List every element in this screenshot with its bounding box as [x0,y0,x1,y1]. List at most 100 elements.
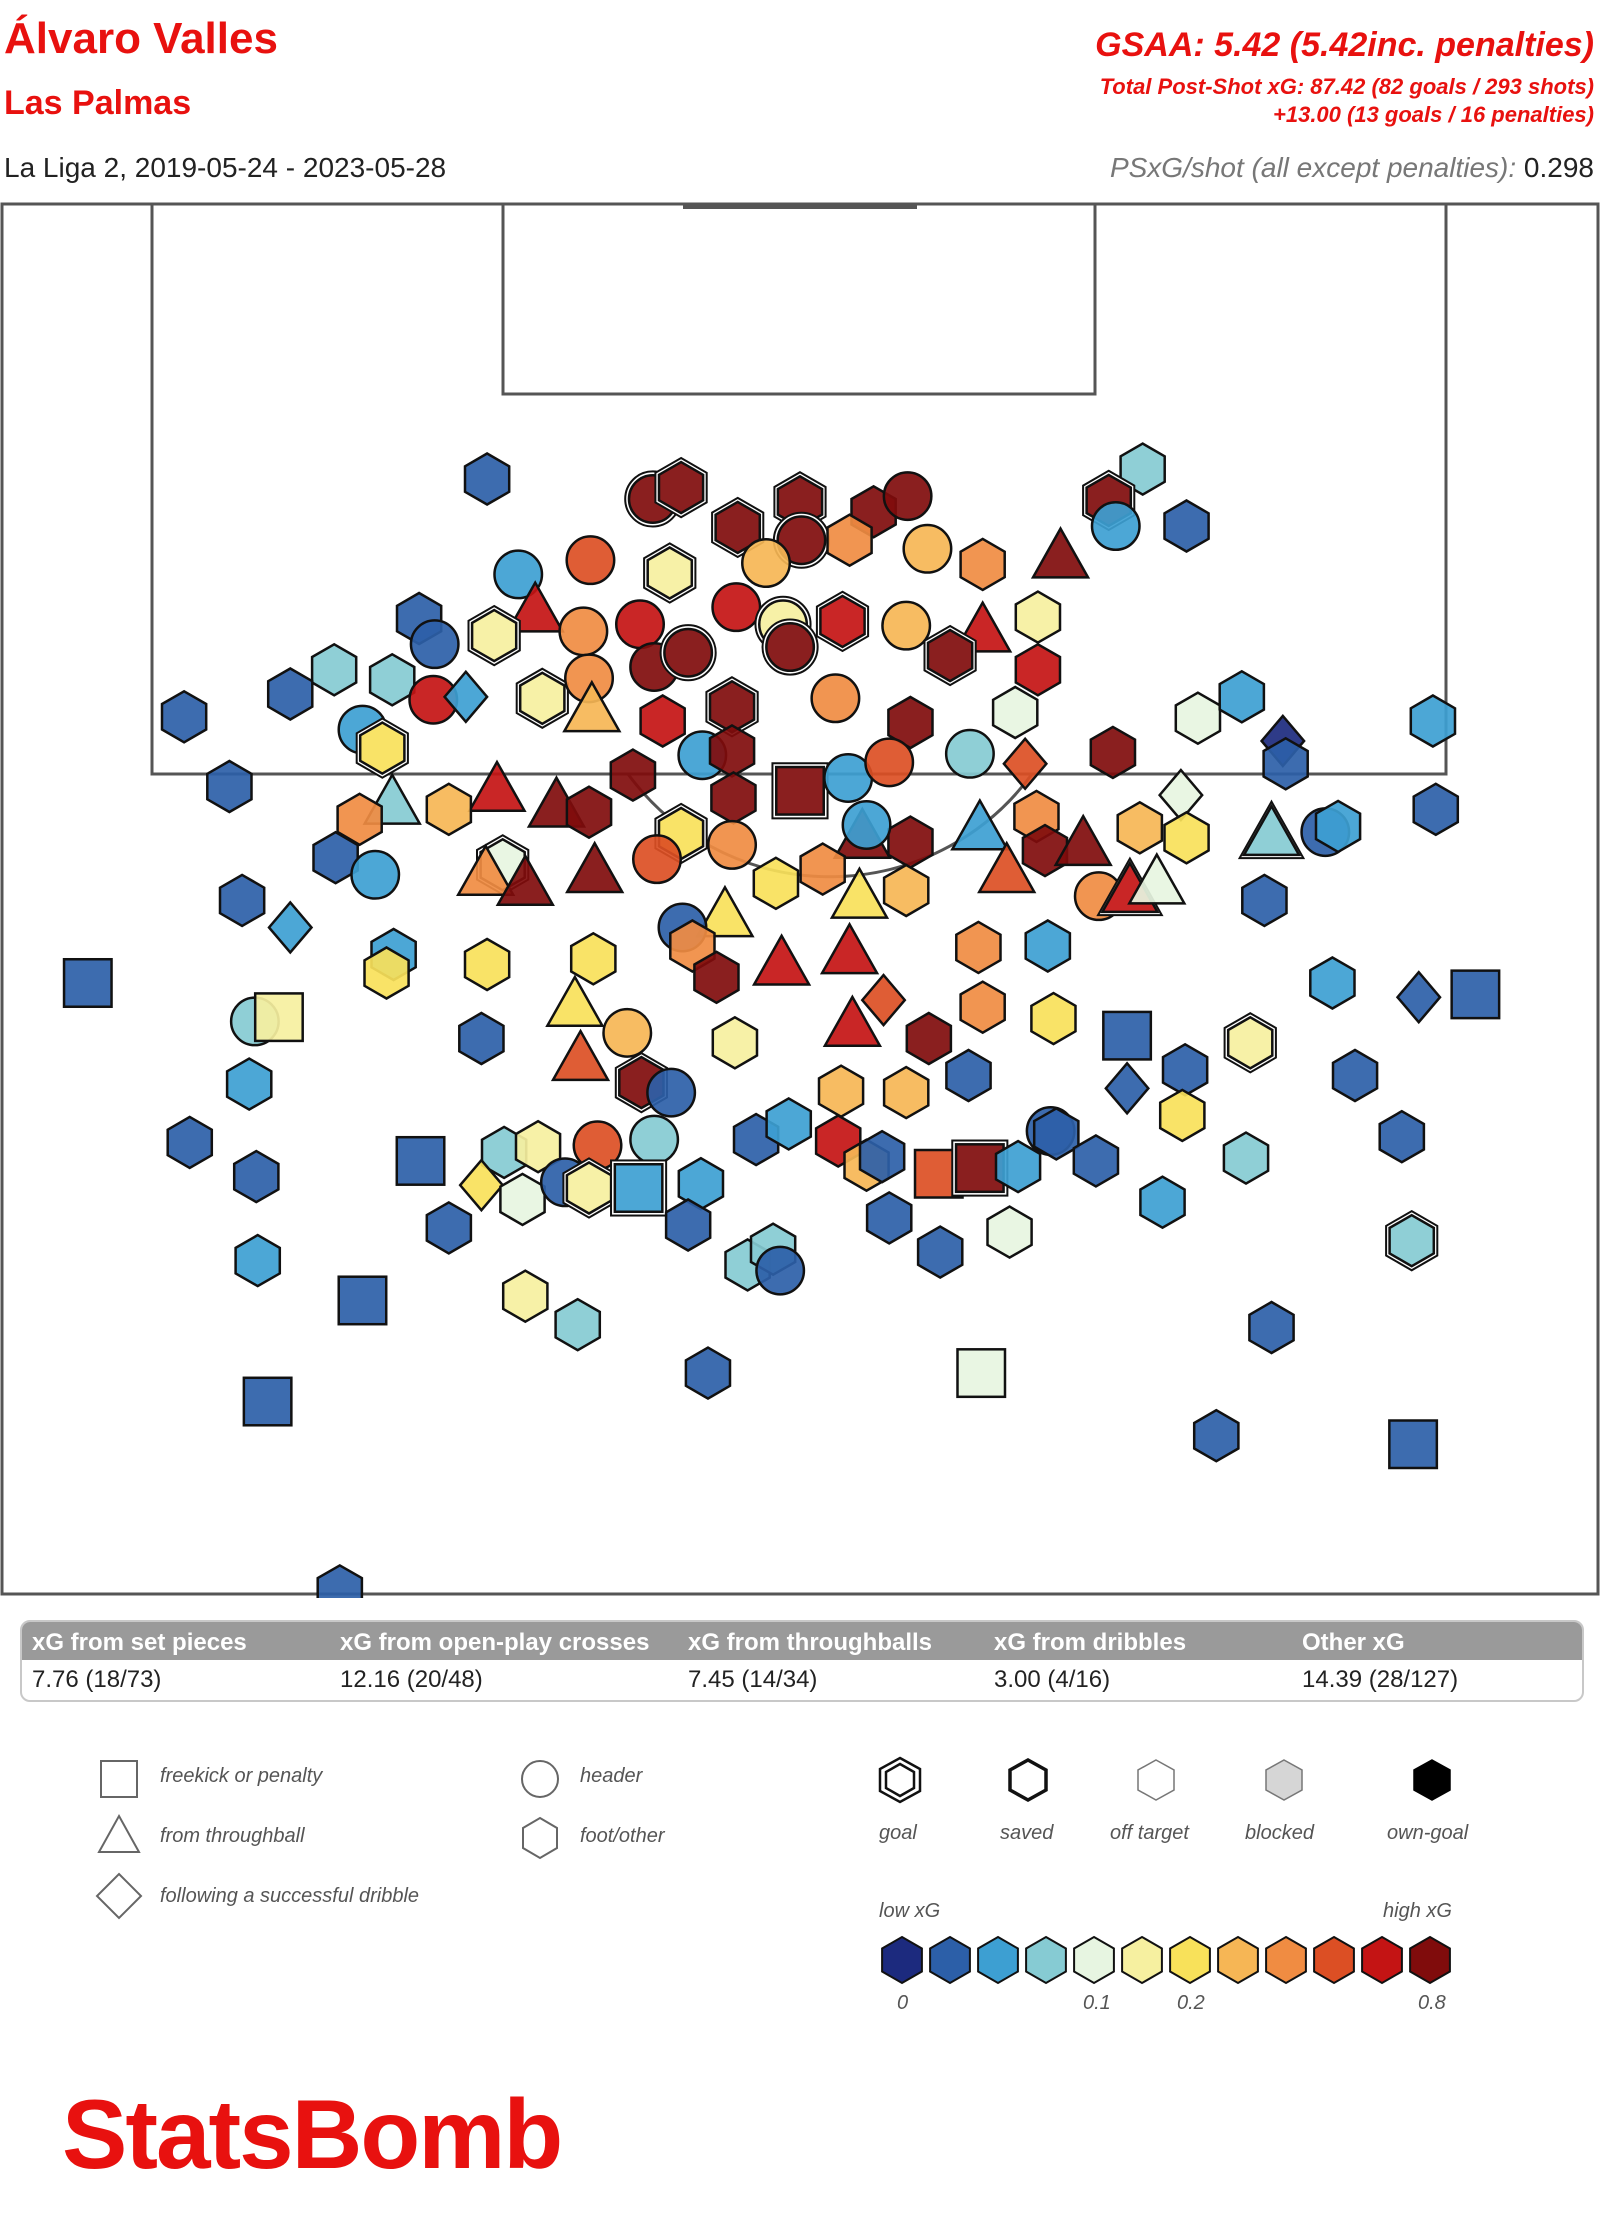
shot-marker [1222,1131,1270,1186]
shot-marker [253,992,304,1043]
shot-marker [493,549,544,600]
shot-marker [458,1011,505,1066]
shot-marker [881,600,932,651]
shot-marker [956,1348,1007,1399]
shot-marker [955,920,1002,975]
shot-marker [755,1245,806,1296]
shot-marker [1030,526,1091,579]
scale-swatch [929,1935,971,1985]
shot-marker [1241,873,1288,928]
shot-marker [977,840,1037,894]
shot-marker [1090,501,1141,552]
scale-swatch [1073,1935,1115,1985]
six-yard-box [501,202,1097,396]
xg-header-other: Other xG [1302,1629,1405,1656]
scale-tick-0-8: 0.8 [1418,1992,1446,2014]
shot-marker [1030,991,1077,1046]
shot-marker [562,1157,616,1219]
own-goal-hexagon-icon [1413,1759,1451,1801]
shot-marker [887,695,934,750]
shot-marker [499,1172,546,1227]
shot-marker [409,619,460,670]
xg-value-dribbles: 3.00 (4/16) [994,1666,1111,1693]
shot-marker [710,770,757,825]
shot-marker [363,946,410,1000]
shot-marker [860,973,907,1028]
shots [62,442,1501,1598]
shot-marker [631,834,682,885]
shot-marker [1116,800,1164,855]
shot-marker [902,523,953,574]
shot-marker [994,1139,1042,1194]
shot-marker [882,1065,930,1120]
shot-marker [959,537,1006,592]
shot-marker [232,1149,280,1204]
shot-marker [950,797,1010,851]
shot-marker [206,759,253,814]
shot-marker [711,582,762,633]
legend-label-freekick: freekick or penalty [160,1765,323,1787]
shot-marker [218,873,266,928]
circle-icon [521,1760,559,1798]
shot-marker [1262,736,1309,791]
xg-breakdown-table: xG from set pieces xG from open-play cro… [20,1620,1584,1702]
shot-marker [864,737,915,788]
shot-marker [316,1563,364,1598]
player-name: Álvaro Valles [4,14,278,63]
shot-marker [442,669,489,724]
legend-label-blocked: blocked [1245,1822,1314,1844]
shot-marker [1002,736,1049,791]
shot-marker [916,1225,964,1280]
scale-swatch [1409,1935,1451,1985]
shot-marker [425,1200,473,1255]
legend-label-goal: goal [879,1822,917,1844]
xg-value-throughballs: 7.45 (14/34) [688,1666,818,1693]
shot-marker [1163,810,1210,865]
shot-marker [944,728,995,779]
shot-marker [865,1190,913,1245]
xg-value-other: 14.39 (28/127) [1302,1666,1459,1693]
legend-label-header: header [580,1765,643,1787]
shot-marker [959,980,1006,1035]
shot-marker [646,1067,697,1118]
xg-color-scale [881,1935,1451,1985]
scale-swatch [881,1935,923,1985]
shot-marker [882,863,930,918]
shot-marker [659,624,717,682]
square-icon [100,1760,138,1798]
psxg-total: Total Post-Shot xG: 87.42 (82 goals / 29… [1099,74,1594,99]
shot-marker [817,1064,865,1119]
shot-marker [639,694,686,748]
scale-tick-0: 0 [897,1992,909,2014]
shot-marker [310,642,358,697]
shot-marker [1032,1106,1080,1161]
shot-marker [629,1114,680,1165]
competition-date-range: La Liga 2, 2019-05-24 - 2023-05-28 [4,152,447,183]
xg-value-crosses: 12.16 (20/48) [340,1666,483,1693]
shot-marker [1192,1408,1240,1463]
shot-marker [458,1158,505,1213]
shot-marker [565,840,625,894]
shot-marker [1158,1088,1206,1143]
scale-low-label: low xG [879,1900,941,1922]
shot-map [0,202,1600,1598]
shot-marker [991,685,1039,740]
legend-label-throughball: from throughball [160,1825,305,1847]
shot-marker [569,931,617,986]
xg-header-crosses: xG from open-play crosses [340,1629,650,1656]
shot-marker [1127,852,1187,905]
xg-header-throughballs: xG from throughballs [688,1629,933,1656]
shot-marker [495,853,555,907]
shot-marker [1309,956,1356,1010]
legend-label-own-goal: own-goal [1387,1822,1469,1844]
shot-marker [1024,919,1072,973]
shot-marker [1218,669,1266,724]
shot-marker [882,471,933,522]
xg-header-set-pieces: xG from set pieces [32,1629,247,1656]
shot-marker [945,1048,992,1103]
psxg-per-shot-value: 0.298 [1523,152,1594,183]
statsbomb-logo: StatsBomb [62,2079,563,2189]
shot-marker [1378,1109,1426,1164]
saved-hexagon-icon [1008,1757,1048,1803]
shot-marker [741,538,792,589]
